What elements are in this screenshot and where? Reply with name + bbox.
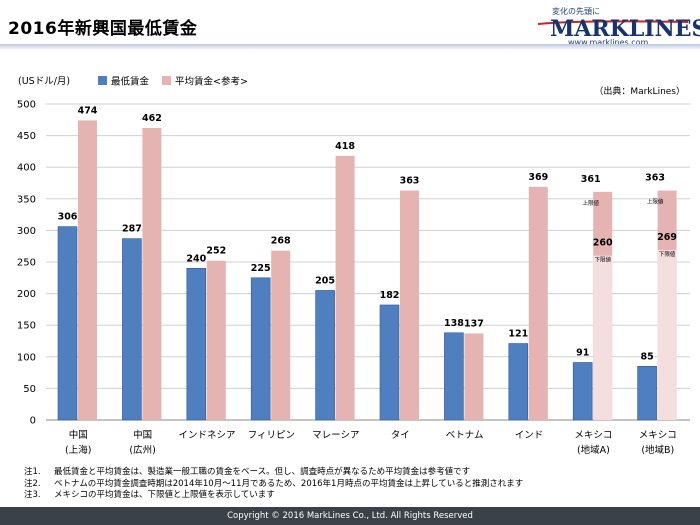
footnote-text: メキシコの平均賃金は、下限値と上限値を表示しています — [54, 490, 275, 500]
bar-minimum-wage — [379, 304, 400, 421]
bar-average-wage-lower — [657, 249, 677, 420]
y-tick-label: 200 — [17, 289, 36, 300]
legend-swatch — [98, 76, 107, 85]
y-tick-label: 250 — [17, 258, 36, 269]
upper-limit-label: 上限値 — [647, 198, 664, 206]
x-tick-label: ベトナム — [446, 430, 484, 441]
footnote-1: 注1. 最低賃金と平均賃金は、製造業一般工職の賃金をベース。但し、調査時点が異なる… — [24, 467, 523, 479]
marklines-logo[interactable]: 変化の先頭に MARKLINES www.marklines.com — [538, 4, 700, 50]
bar-minimum-wage — [315, 290, 335, 421]
bar-average-wage — [464, 333, 484, 420]
x-tick-sublabel: (地域B) — [641, 444, 674, 456]
x-tick-label: メキシコ — [574, 430, 612, 441]
x-tick-sublabel: (上海) — [65, 444, 91, 456]
bar-minimum-wage — [250, 277, 271, 421]
bar-average-wage-lower — [593, 255, 613, 420]
bar-average-wage — [78, 120, 97, 420]
bar-average-wage — [206, 260, 226, 420]
x-tick-label: インド — [515, 430, 544, 441]
legend-label: 最低賃金 — [111, 76, 150, 88]
data-label-minimum-wage: 306 — [58, 212, 78, 223]
wage-bar-chart: 0 50 100 150 200 250 300 350 400 450 500 (USドル/月) （出… — [17, 76, 690, 456]
x-tick-sublabel: (広州) — [129, 444, 155, 456]
y-tick-label: 150 — [17, 321, 36, 332]
data-label-upper: 361 — [581, 174, 601, 185]
bar-minimum-wage — [122, 238, 142, 421]
footnote-number: 注3. — [24, 490, 41, 500]
y-tick-label: 0 — [30, 416, 36, 427]
y-tick-label: 500 — [17, 100, 36, 111]
footnote-3: 注3. メキシコの平均賃金は、下限値と上限値を表示しています — [24, 490, 523, 502]
x-tick-label: 中国 — [133, 429, 152, 441]
data-label-average-wage: 363 — [400, 176, 420, 187]
data-label-minimum-wage: 182 — [380, 290, 400, 301]
bar-average-wage — [142, 128, 162, 420]
data-label-lower: 269 — [657, 232, 677, 243]
source-label: （出典：MarkLines） — [594, 85, 685, 97]
footnote-number: 注1. — [24, 467, 41, 477]
bar-minimum-wage — [186, 268, 207, 421]
x-tick-label: フィリピン — [248, 430, 295, 441]
data-label-average-wage: 137 — [464, 318, 484, 329]
data-label-minimum-wage: 138 — [444, 318, 464, 329]
copyright-footer: Copyright © 2016 MarkLines Co., Ltd. All… — [0, 507, 700, 525]
footnote-text: ベトナムの平均賃金調査時期は2014年10月～11月であるため、2016年1月時… — [54, 478, 524, 489]
logo-swoosh-icon — [538, 20, 688, 25]
data-label-minimum-wage: 121 — [508, 329, 528, 340]
legend-swatch — [162, 76, 171, 85]
bar-minimum-wage — [444, 332, 464, 421]
y-tick-label: 400 — [17, 163, 36, 174]
y-tick-label: 100 — [17, 352, 36, 363]
data-label-average-wage: 252 — [206, 246, 226, 257]
data-label-average-wage: 474 — [78, 105, 98, 116]
footnote-2: 注2. ベトナムの平均賃金調査時期は2014年10月～11月であるため、2016年… — [24, 479, 523, 491]
data-label-minimum-wage: 240 — [186, 253, 206, 264]
data-label-average-wage: 268 — [271, 236, 291, 247]
data-label-minimum-wage: 91 — [576, 347, 589, 358]
x-tick-label: タイ — [391, 430, 410, 441]
page-title: 2016年新興国最低賃金 — [8, 19, 198, 39]
y-tick-label: 450 — [17, 131, 36, 142]
bar-average-wage — [528, 186, 548, 420]
lower-limit-label: 下限値 — [659, 250, 676, 258]
bar-minimum-wage — [57, 226, 78, 421]
data-label-average-wage: 369 — [528, 172, 548, 183]
data-label-minimum-wage: 85 — [640, 351, 653, 362]
x-tick-label: 中国 — [69, 429, 88, 441]
footnote-text: 最低賃金と平均賃金は、製造業一般工職の賃金をベース。但し、調査時点が異なるため平… — [54, 467, 471, 477]
x-tick-label: メキシコ — [639, 430, 677, 441]
logo-url: www.marklines.com — [568, 38, 649, 47]
footnote-number: 注2. — [24, 478, 41, 489]
bar-minimum-wage — [572, 362, 593, 421]
y-axis-unit-label: (USドル/月) — [18, 76, 70, 87]
upper-limit-label: 上限値 — [582, 199, 599, 207]
data-label-minimum-wage: 287 — [122, 224, 142, 235]
y-tick-label: 50 — [23, 384, 36, 395]
bar-average-wage — [335, 155, 355, 420]
bar-average-wage — [400, 190, 419, 420]
lower-limit-label: 下限値 — [594, 256, 611, 264]
logo-tagline: 変化の先頭に — [552, 7, 600, 16]
legend-label: 平均賃金<参考> — [175, 76, 248, 88]
data-label-average-wage: 418 — [335, 141, 355, 152]
data-label-average-wage: 462 — [142, 113, 162, 124]
title-divider — [0, 44, 700, 50]
x-tick-label: マレーシア — [312, 430, 359, 441]
footnotes: 注1. 最低賃金と平均賃金は、製造業一般工職の賃金をベース。但し、調査時点が異なる… — [24, 467, 523, 502]
data-label-minimum-wage: 225 — [251, 263, 271, 274]
data-label-lower: 260 — [593, 238, 613, 249]
bar-minimum-wage — [508, 343, 529, 421]
y-tick-label: 300 — [17, 226, 36, 237]
logo-wordmark: MARKLINES — [550, 16, 700, 42]
bar-average-wage — [271, 250, 291, 420]
y-tick-label: 350 — [17, 194, 36, 205]
x-tick-sublabel: (地域A) — [577, 444, 610, 456]
x-tick-label: インドネシア — [178, 430, 235, 441]
data-label-upper: 363 — [645, 173, 665, 184]
data-label-minimum-wage: 205 — [315, 275, 335, 286]
bar-minimum-wage — [637, 365, 657, 421]
